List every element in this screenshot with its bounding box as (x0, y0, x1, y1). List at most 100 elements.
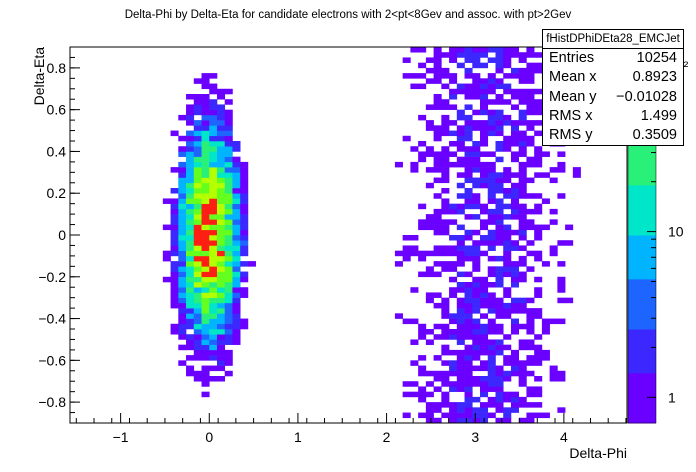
heatmap-cell (232, 302, 241, 309)
heatmap-cell (534, 360, 543, 366)
heatmap-cell (487, 318, 496, 325)
heatmap-cell (240, 261, 249, 267)
color-scale-band (628, 341, 656, 349)
heatmap-cell (433, 323, 442, 330)
heatmap-cell (224, 188, 233, 194)
heatmap-cell (503, 376, 512, 382)
color-scale-band (628, 285, 656, 292)
heatmap-cell (472, 88, 481, 95)
heatmap-cell (186, 339, 195, 345)
heatmap-cell (456, 313, 465, 319)
heatmap-cell (534, 334, 543, 340)
heatmap-cell (178, 172, 187, 178)
heatmap-cell (232, 282, 241, 288)
heatmap-cell (487, 282, 496, 288)
heatmap-cell (216, 229, 226, 236)
heatmap-cell (186, 344, 195, 351)
heatmap-cell (510, 365, 519, 372)
color-scale-band (628, 191, 656, 198)
heatmap-cell (193, 188, 202, 194)
heatmap-cell (472, 167, 481, 173)
heatmap-cell (441, 349, 450, 356)
heatmap-cell (526, 99, 535, 105)
heatmap-cell (480, 203, 489, 210)
heatmap-cell (201, 219, 210, 225)
heatmap-cell (425, 78, 434, 84)
heatmap-cell (472, 292, 481, 298)
heatmap-cell (464, 52, 473, 58)
heatmap-cell (216, 109, 226, 116)
heatmap-cell (557, 240, 566, 246)
heatmap-cell (441, 229, 450, 236)
heatmap-cell (410, 73, 419, 79)
heatmap-cell (518, 88, 527, 95)
heatmap-cell (224, 208, 233, 215)
heatmap-cell (487, 396, 496, 403)
heatmap-cell (441, 381, 450, 387)
heatmap-cell (518, 360, 527, 366)
heatmap-cell (456, 412, 465, 419)
heatmap-cell (495, 177, 504, 184)
heatmap-cell (503, 261, 512, 267)
heatmap-cell (480, 323, 489, 330)
heatmap-cell (487, 193, 496, 199)
heatmap-cell (441, 198, 450, 204)
heatmap-cell (209, 250, 218, 257)
heatmap-cell (418, 156, 427, 163)
heatmap-cell (441, 376, 450, 382)
heatmap-cell (472, 203, 481, 210)
heatmap-cell (510, 407, 519, 413)
heatmap-cell (201, 78, 210, 84)
heatmap-cell (480, 412, 489, 419)
heatmap-cell (193, 255, 202, 262)
heatmap-cell (232, 224, 241, 231)
color-scale-band (628, 153, 656, 161)
heatmap-cell (201, 161, 210, 168)
heatmap-cell (441, 120, 450, 126)
heatmap-cell (201, 114, 210, 121)
heatmap-cell (449, 235, 458, 241)
heatmap-cell (487, 182, 496, 189)
heatmap-cell (193, 334, 202, 340)
heatmap-cell (495, 339, 504, 345)
heatmap-cell (472, 94, 481, 100)
heatmap-cell (510, 370, 519, 377)
heatmap-cell (193, 240, 202, 246)
heatmap-cell (186, 235, 195, 241)
heatmap-cell (186, 245, 195, 251)
heatmap-cell (209, 318, 218, 325)
heatmap-cell (518, 255, 527, 262)
color-scale-band (628, 397, 656, 405)
heatmap-cell (433, 386, 442, 392)
heatmap-cell (216, 193, 226, 199)
heatmap-cell (456, 349, 465, 356)
heatmap-cell (456, 130, 465, 137)
heatmap-cell (410, 83, 419, 90)
heatmap-cell (526, 156, 535, 163)
heatmap-cell (472, 255, 481, 262)
heatmap-cell (487, 78, 496, 84)
heatmap-cell (526, 370, 535, 377)
heatmap-cell (232, 276, 241, 283)
heatmap-cell (464, 334, 473, 340)
stats-row-mean-x: Mean x 0.8923 (543, 68, 683, 87)
heatmap-cell (534, 67, 543, 74)
heatmap-cell (201, 208, 210, 215)
heatmap-cell (186, 287, 195, 293)
heatmap-cell (526, 344, 535, 351)
y-tick-label: 0 (58, 227, 66, 243)
heatmap-cell (518, 57, 527, 63)
heatmap-cell (503, 292, 512, 298)
heatmap-cell (480, 349, 489, 356)
heatmap-cell (418, 224, 427, 231)
heatmap-cell (433, 214, 442, 220)
heatmap-cell (232, 235, 241, 241)
heatmap-cell (518, 365, 527, 372)
heatmap-cell (178, 313, 187, 319)
heatmap-cell (472, 156, 481, 163)
heatmap-cell (510, 47, 519, 53)
heatmap-cell (456, 417, 465, 424)
heatmap-cell (201, 240, 210, 246)
heatmap-cell (572, 167, 581, 173)
heatmap-cell (464, 355, 473, 361)
